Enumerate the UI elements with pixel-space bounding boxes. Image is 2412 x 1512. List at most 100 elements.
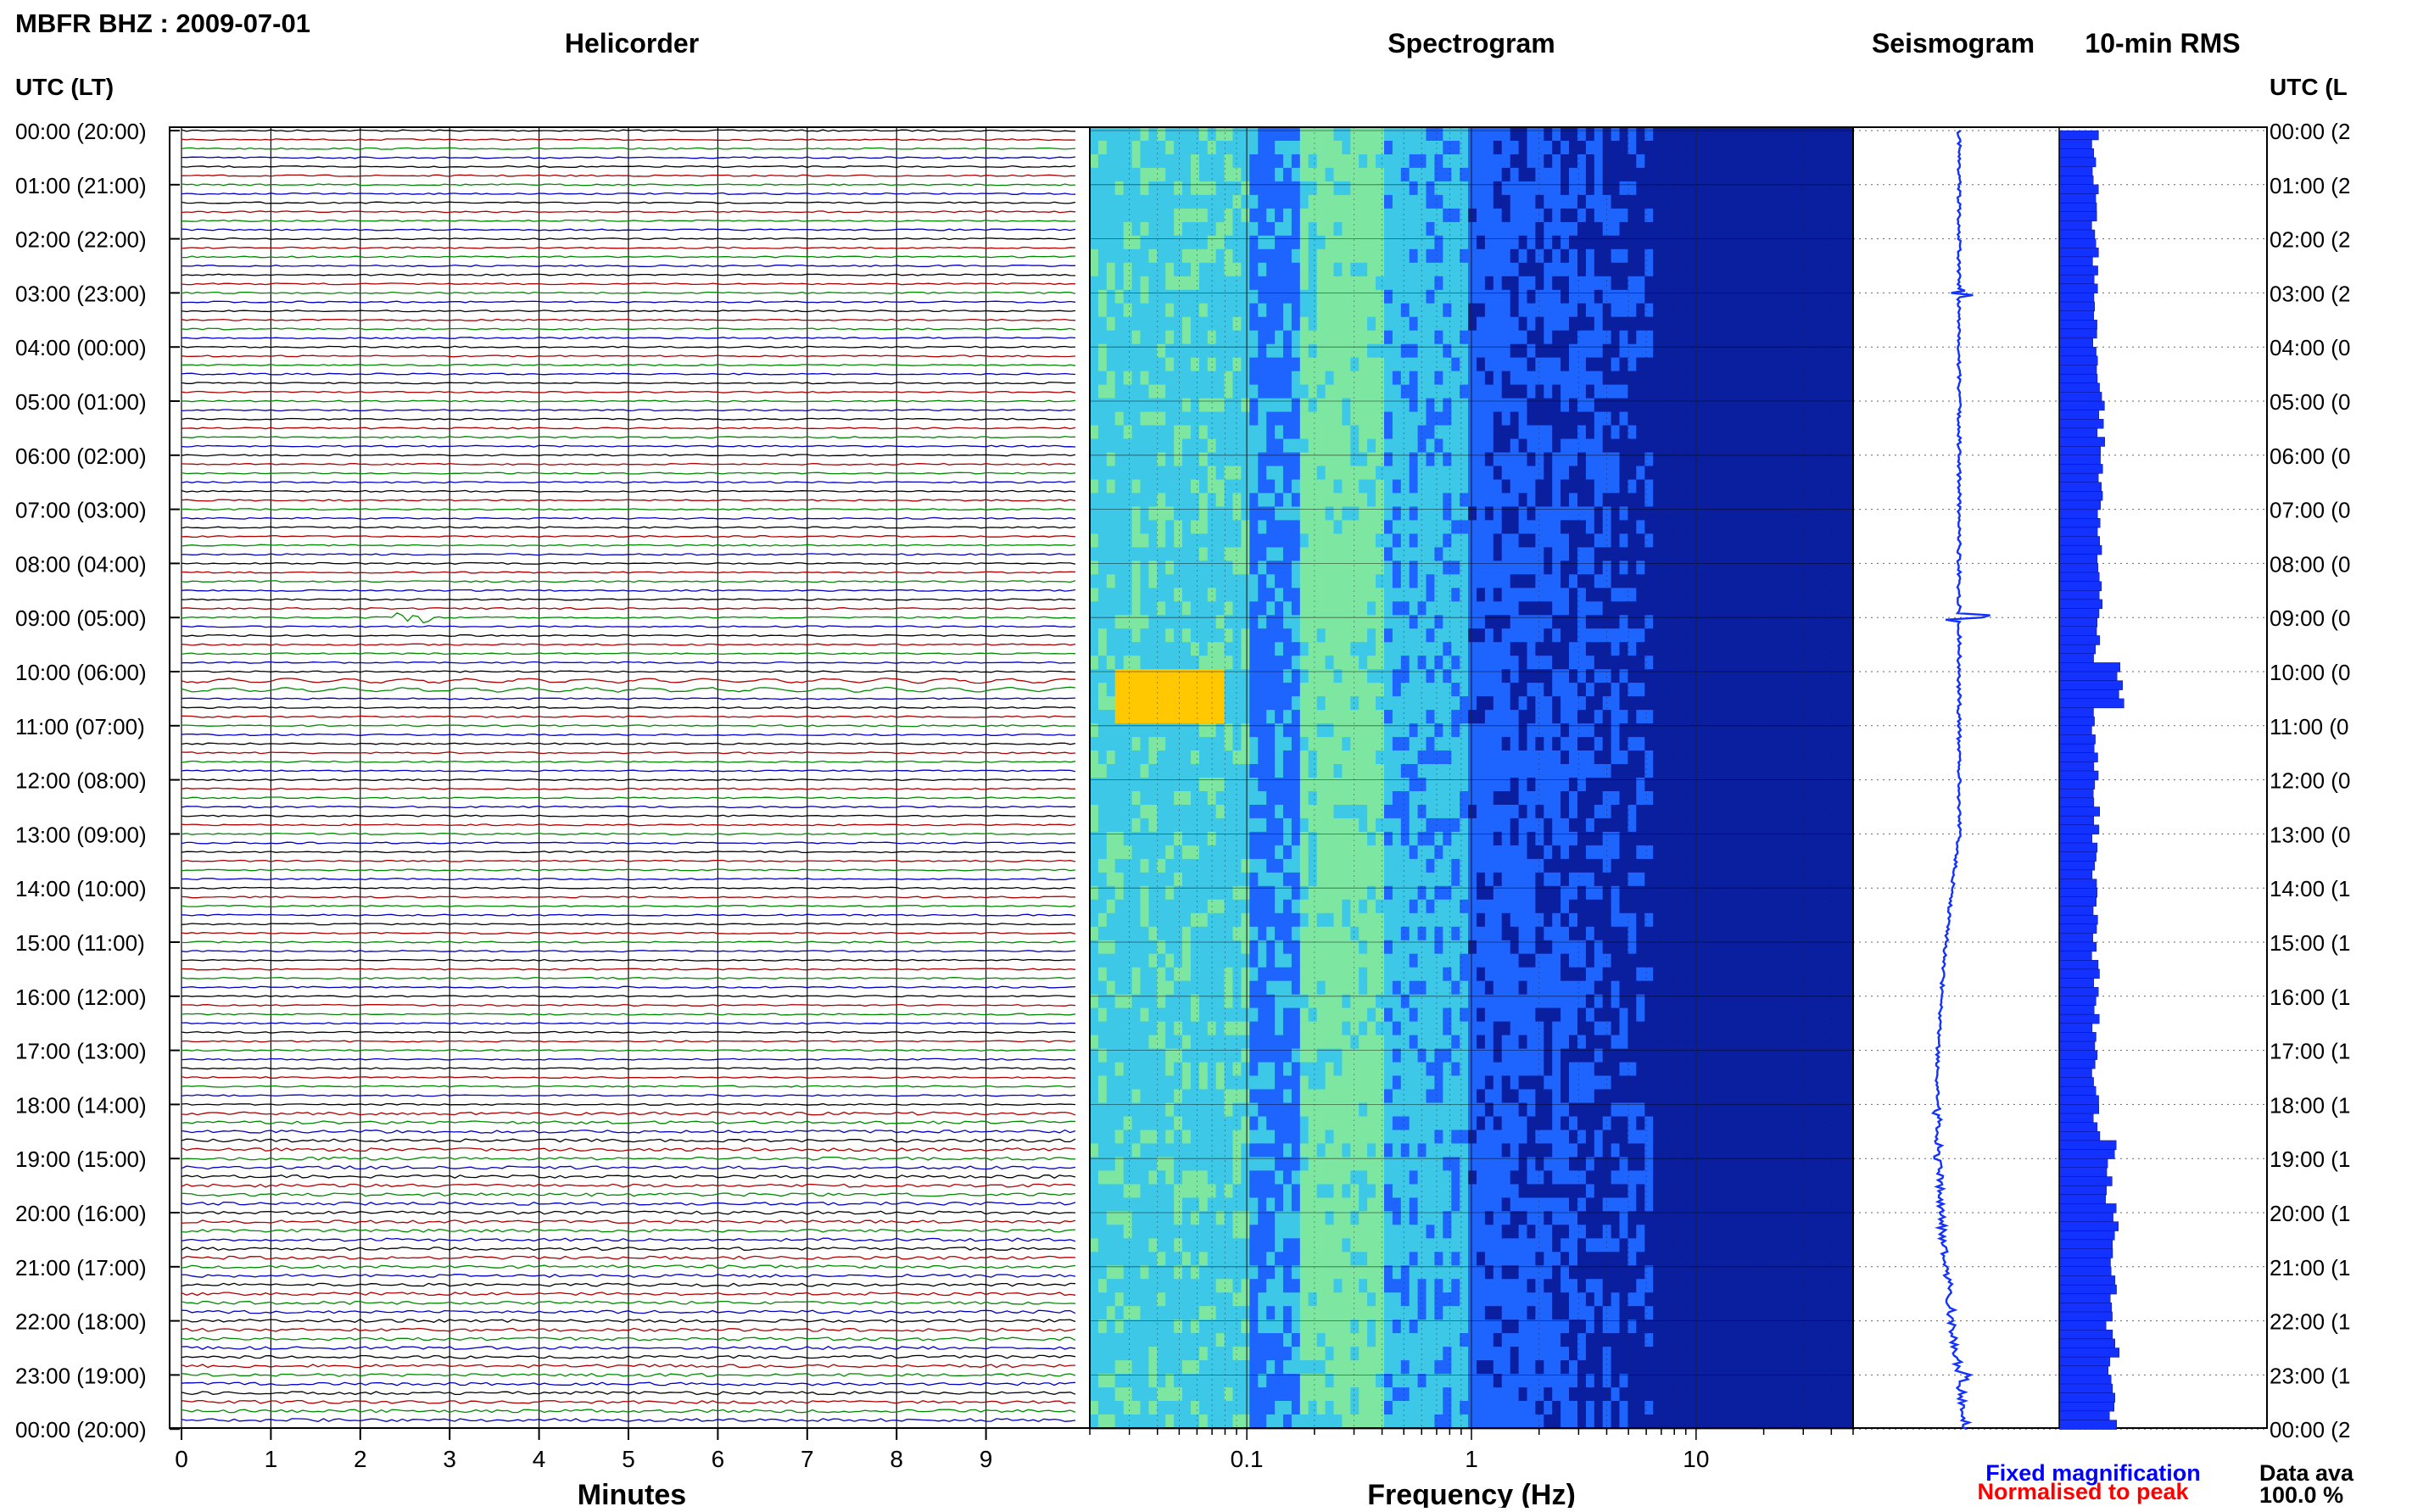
spectrogram-cell [1704,195,1713,209]
spectrogram-cell [1771,628,1780,643]
spectrogram-cell [1367,588,1376,602]
spectrogram-cell [1485,506,1494,521]
spectrogram-cell [1728,439,1737,454]
spectrogram-cell [1535,304,1544,318]
spectrogram-cell [1241,317,1250,332]
spectrogram-cell [1367,276,1376,291]
spectrogram-cell [1249,547,1259,561]
spectrogram-cell [1157,533,1166,548]
spectrogram-cell [1359,358,1368,372]
spectrogram-cell [1636,317,1645,332]
spectrogram-cell [1165,533,1175,548]
spectrogram-cell [1569,249,1578,264]
spectrogram-cell [1141,750,1150,765]
spectrogram-cell [1124,547,1133,561]
spectrogram-cell [1603,466,1612,481]
spectrogram-cell [1721,805,1730,819]
spectrogram-cell [1300,290,1309,304]
spectrogram-cell [1485,750,1494,765]
spectrogram-cell [1594,154,1604,169]
spectrogram-cell [1132,791,1142,806]
spectrogram-cell [1636,181,1645,196]
spectrogram-cell [1728,222,1737,237]
spectrogram-cell [1468,344,1477,359]
spectrogram-cell [1157,249,1166,264]
spectrogram-cell [1628,710,1637,724]
spectrogram-cell [1485,615,1494,629]
spectrogram-cell [1620,480,1629,494]
spectrogram-cell [1317,710,1326,724]
spectrogram-cell [1427,547,1436,561]
spectrogram-cell [1805,818,1814,833]
spectrogram-cell [1090,764,1099,778]
spectrogram-cell [1510,805,1520,819]
spectrogram-cell [1107,168,1116,182]
spectrogram-cell [1258,127,1267,142]
spectrogram-cell [1418,493,1427,507]
spectrogram-cell [1745,127,1755,142]
spectrogram-cell [1090,683,1099,697]
spectrogram-cell [1594,290,1604,304]
spectrogram-cell [1653,127,1662,142]
spectrogram-cell [1611,520,1621,534]
spectrogram-cell [1628,263,1637,277]
spectrogram-cell [1275,764,1284,778]
spectrogram-cell [1594,710,1604,724]
spectrogram-cell [1737,317,1746,332]
spectrogram-cell [1443,642,1452,656]
spectrogram-cell [1165,764,1175,778]
spectrogram-cell [1821,263,1830,277]
spectrogram-cell [1796,399,1806,413]
spectrogram-cell [1788,249,1797,264]
spectrogram-cell [1661,263,1671,277]
spectrogram-cell [1628,533,1637,548]
spectrogram-cell [1090,439,1099,454]
spectrogram-cell [1829,750,1839,765]
spectrogram-cell [1249,222,1259,237]
spectrogram-cell [1309,561,1318,575]
spectrogram-cell [1620,344,1629,359]
spectrogram-cell [1410,453,1419,467]
spectrogram-cell [1148,439,1158,454]
spectrogram-cell [1124,412,1133,427]
spectrogram-cell [1326,453,1335,467]
spectrogram-cell [1182,439,1192,454]
spectrogram-cell [1199,453,1209,467]
spectrogram-cell [1300,222,1309,237]
spectrogram-cell [1376,750,1385,765]
spectrogram-cell [1535,506,1544,521]
spectrogram-cell [1233,154,1242,169]
spectrogram-cell [1569,195,1578,209]
spectrogram-cell [1451,344,1460,359]
spectrogram-cell [1283,276,1293,291]
spectrogram-cell [1721,683,1730,697]
spectrogram-cell [1090,561,1099,575]
spectrogram-cell [1132,805,1142,819]
spectrogram-cell [1342,561,1351,575]
spectrogram-cell [1704,385,1713,399]
spectrogram-cell [1191,656,1200,670]
spectrogram-cell [1552,561,1561,575]
spectrogram-cell [1182,195,1192,209]
spectrogram-cell [1182,154,1192,169]
spectrogram-cell [1485,276,1494,291]
spectrogram-cell [1805,439,1814,454]
spectrogram-cell [1410,683,1419,697]
spectrogram-cell [1124,209,1133,223]
spectrogram-cell [1561,574,1570,589]
spectrogram-cell [1813,236,1823,250]
spectrogram-cell [1241,439,1250,454]
spectrogram-cell [1552,791,1561,806]
spectrogram-cell [1141,480,1150,494]
spectrogram-cell [1712,426,1722,440]
spectrogram-cell [1704,344,1713,359]
spectrogram-cell [1510,642,1520,656]
spectrogram-cell [1165,520,1175,534]
spectrogram-cell [1460,601,1469,616]
spectrogram-cell [1762,168,1772,182]
spectrogram-cell [1670,750,1679,765]
spectrogram-cell [1788,154,1797,169]
spectrogram-cell [1418,805,1427,819]
spectrogram-cell [1359,493,1368,507]
spectrogram-cell [1838,344,1847,359]
